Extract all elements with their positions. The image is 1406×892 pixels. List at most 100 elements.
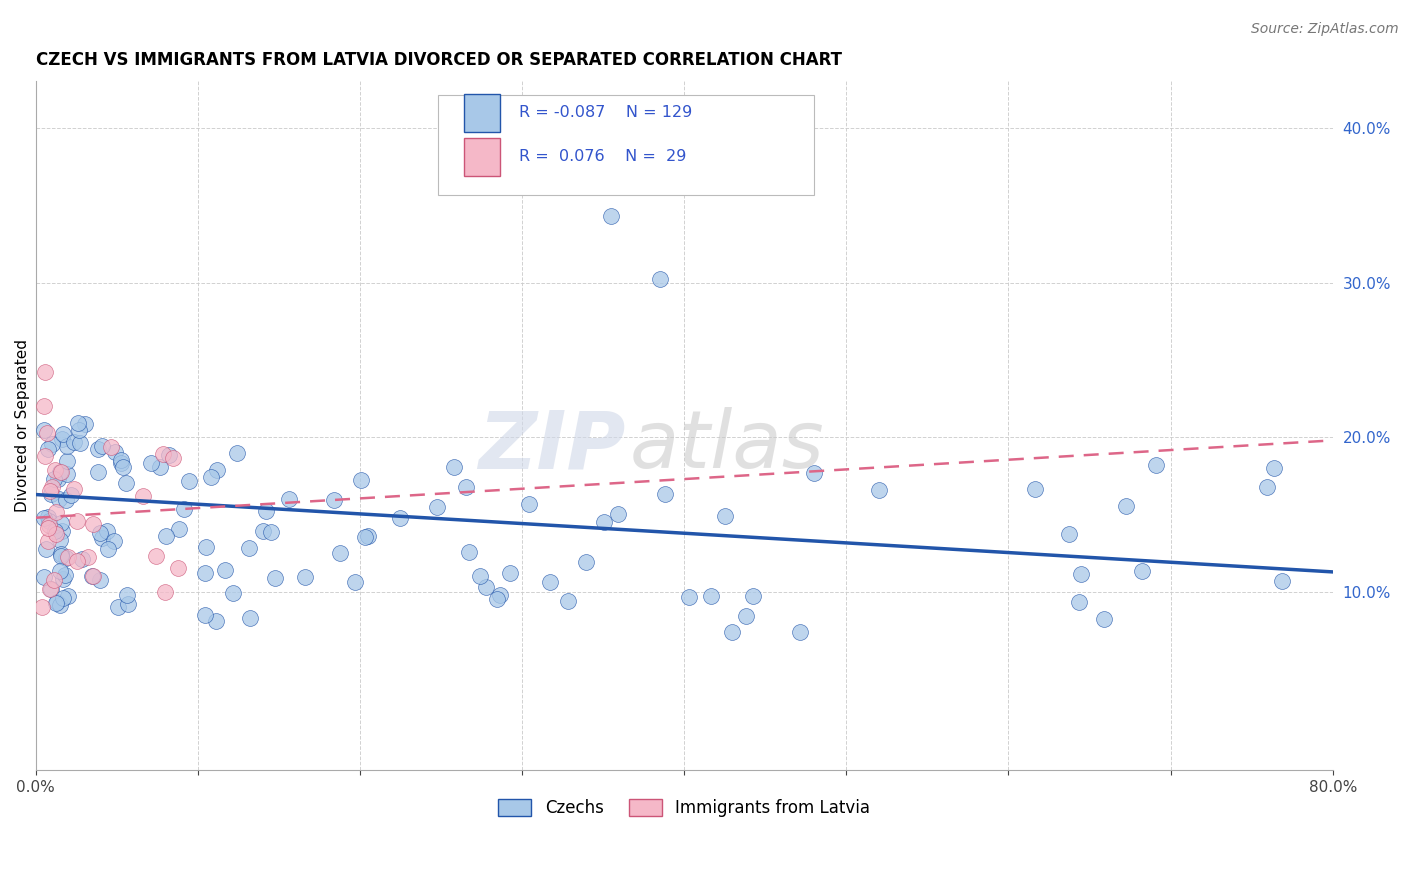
Point (152, 446, 174, 460)
Point (264, 571, 287, 585)
Point (167, 560, 190, 574)
Point (44, 573, 66, 587)
Point (63, 482, 86, 496)
Point (162, 450, 184, 465)
Text: CZECH VS IMMIGRANTS FROM LATVIA DIVORCED OR SEPARATED CORRELATION CHART: CZECH VS IMMIGRANTS FROM LATVIA DIVORCED… (35, 51, 842, 69)
Point (1069, 595, 1091, 609)
Point (294, 570, 316, 584)
Point (87, 442, 110, 456)
Point (44, 472, 66, 486)
Point (96, 542, 118, 557)
Point (238, 541, 260, 556)
Point (177, 474, 200, 488)
Point (1092, 612, 1115, 626)
Point (1057, 527, 1080, 541)
Point (55, 492, 77, 507)
Point (107, 600, 129, 615)
Point (56, 439, 79, 453)
Point (104, 444, 127, 458)
Point (82, 516, 104, 531)
Point (39, 582, 62, 596)
Point (37, 510, 59, 524)
Point (32, 400, 55, 414)
Point (343, 574, 366, 589)
Y-axis label: Divorced or Separated: Divorced or Separated (15, 339, 30, 512)
Point (322, 493, 344, 508)
Point (1132, 564, 1154, 578)
Point (1144, 458, 1167, 472)
Point (38, 514, 60, 528)
Point (238, 611, 260, 625)
Point (803, 466, 825, 480)
Point (475, 580, 498, 594)
Point (1115, 500, 1137, 514)
Point (82, 569, 104, 583)
Point (714, 508, 737, 523)
Point (48, 533, 70, 547)
Point (34, 365, 56, 379)
Point (426, 500, 449, 515)
Text: ZIP: ZIP (478, 408, 626, 485)
Point (167, 522, 190, 536)
Point (1024, 482, 1046, 496)
Point (56, 550, 79, 565)
Point (454, 480, 477, 494)
Point (132, 489, 155, 503)
Point (91, 531, 114, 545)
Point (499, 566, 522, 580)
Point (35, 426, 58, 441)
Point (214, 563, 236, 577)
Point (194, 607, 217, 622)
Point (110, 453, 132, 467)
Bar (464, 138, 501, 176)
Point (45, 526, 67, 541)
Point (260, 525, 283, 540)
Point (38, 517, 60, 532)
Point (39, 487, 62, 501)
Point (66, 514, 89, 528)
Point (49, 564, 72, 578)
Point (741, 589, 763, 603)
Point (46, 472, 69, 486)
Point (153, 584, 176, 599)
Point (69, 436, 91, 450)
Point (353, 530, 375, 544)
Point (443, 459, 465, 474)
Point (41, 436, 63, 450)
Point (278, 492, 301, 507)
Point (56, 589, 79, 603)
Point (66, 416, 89, 430)
Point (1263, 461, 1285, 475)
Point (51, 547, 73, 561)
Point (648, 272, 671, 286)
Point (55, 551, 77, 566)
FancyBboxPatch shape (437, 95, 814, 195)
Point (48, 465, 70, 479)
Point (77, 550, 100, 565)
Point (654, 486, 676, 500)
Point (468, 568, 491, 582)
Legend: Czechs, Immigrants from Latvia: Czechs, Immigrants from Latvia (491, 792, 877, 823)
Point (56, 467, 79, 482)
Point (49, 465, 72, 479)
Point (678, 591, 700, 605)
Point (46, 595, 69, 609)
Point (70, 551, 93, 566)
Point (60, 488, 83, 502)
Point (66, 554, 89, 568)
Point (349, 473, 371, 487)
Point (32, 511, 55, 525)
Point (592, 516, 614, 530)
Point (34, 449, 56, 463)
Point (141, 456, 163, 470)
Point (699, 589, 721, 603)
Point (254, 504, 277, 518)
Point (100, 440, 122, 454)
Point (51, 524, 73, 538)
Point (110, 456, 132, 470)
Point (1256, 480, 1278, 494)
Point (329, 546, 352, 560)
Point (538, 574, 561, 589)
Point (67, 423, 90, 437)
Point (517, 498, 540, 512)
